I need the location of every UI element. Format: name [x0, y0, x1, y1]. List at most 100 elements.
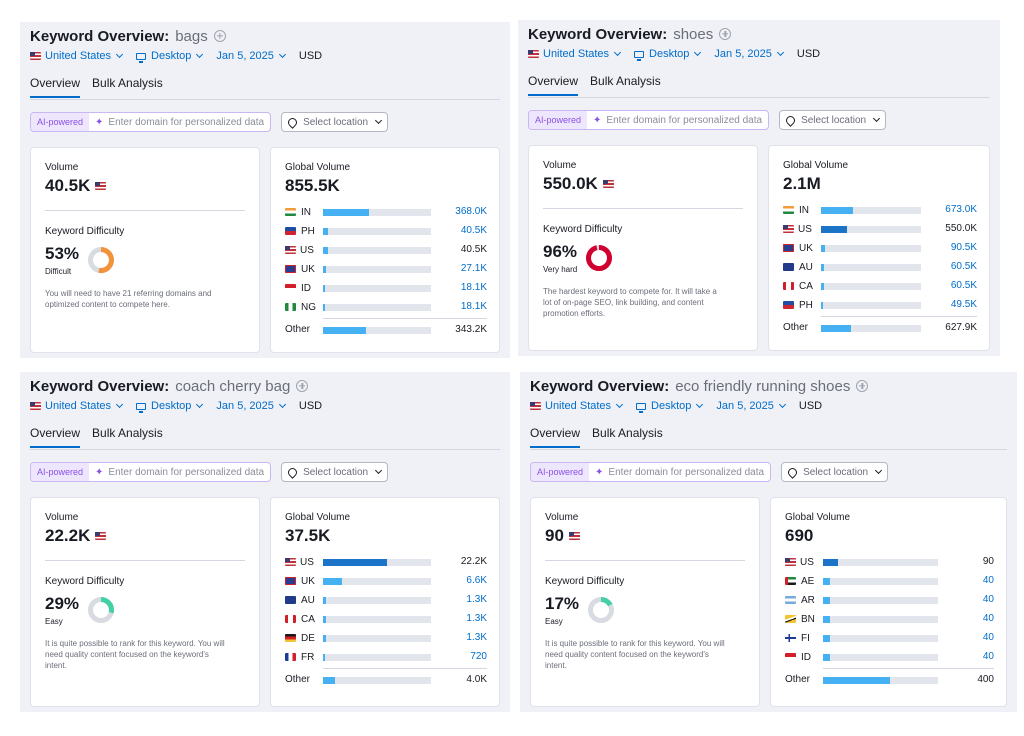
tab-overview[interactable]: Overview: [530, 426, 581, 448]
tab-bulk-analysis[interactable]: Bulk Analysis: [592, 426, 663, 440]
ae-flag-icon: [785, 577, 796, 585]
country-volume[interactable]: 90.5K: [950, 242, 977, 253]
country-volume[interactable]: 1.3K: [466, 632, 487, 643]
location-select[interactable]: Select location: [779, 110, 887, 130]
country-volume[interactable]: 6.6K: [466, 575, 487, 586]
country-row[interactable]: CA: [783, 280, 977, 292]
kd-level: Very hard: [543, 265, 578, 274]
domain-input[interactable]: Enter domain for personalized data: [606, 114, 763, 126]
domain-input-box[interactable]: AI-powered ✦ Enter domain for personalized…: [30, 462, 272, 482]
domain-input[interactable]: Enter domain for personalized data: [108, 466, 265, 478]
country-row[interactable]: IN: [285, 206, 487, 218]
tab-bulk-analysis[interactable]: Bulk Analysis: [92, 76, 163, 90]
country-row[interactable]: NG: [285, 301, 487, 313]
country-row[interactable]: AE: [785, 575, 994, 587]
device-dropdown[interactable]: Desktop: [636, 400, 704, 413]
country-volume[interactable]: 18.1K: [460, 301, 487, 312]
tab-overview[interactable]: Overview: [30, 76, 81, 98]
country-row[interactable]: UK: [285, 575, 487, 587]
country-row[interactable]: US: [285, 244, 487, 256]
device-dropdown[interactable]: Desktop: [136, 50, 204, 63]
domain-input-box[interactable]: AI-powered ✦ Enter domain for personalized…: [528, 110, 770, 130]
country-dropdown[interactable]: United States: [30, 50, 124, 62]
country-volume[interactable]: 49.5K: [950, 299, 977, 310]
country-row[interactable]: ID: [785, 651, 994, 663]
global-volume-value: 690: [785, 526, 813, 546]
share-bar-fill: [823, 635, 830, 642]
add-keyword-icon[interactable]: [856, 380, 869, 392]
country-volume[interactable]: 60.5K: [950, 261, 977, 272]
country-row[interactable]: US: [783, 223, 977, 235]
country-row[interactable]: AU: [783, 261, 977, 273]
domain-input-box[interactable]: AI-powered ✦ Enter domain for personalized…: [30, 112, 272, 132]
add-keyword-icon[interactable]: [296, 380, 309, 392]
kd-level: Easy: [45, 617, 63, 626]
share-bar-fill: [823, 578, 830, 585]
domain-input[interactable]: Enter domain for personalized data: [608, 466, 765, 478]
country-row[interactable]: DE: [285, 632, 487, 644]
domain-input[interactable]: Enter domain for personalized data: [108, 116, 265, 128]
country-volume[interactable]: 1.3K: [466, 613, 487, 624]
country-volume[interactable]: 27.1K: [460, 263, 487, 274]
country-volume[interactable]: 40: [982, 594, 994, 605]
country-row[interactable]: AU: [285, 594, 487, 606]
sparkle-icon: ✦: [95, 116, 104, 128]
country-row[interactable]: IN: [783, 204, 977, 216]
country-volume[interactable]: 40: [982, 632, 994, 643]
date-dropdown[interactable]: Jan 5, 2025: [716, 400, 786, 412]
country-row[interactable]: PH: [783, 299, 977, 311]
tab-bar: Overview Bulk Analysis: [528, 74, 673, 96]
country-row[interactable]: BN: [785, 613, 994, 625]
date-dropdown[interactable]: Jan 5, 2025: [216, 50, 286, 62]
location-select[interactable]: Select location: [281, 462, 389, 482]
chevron-down-icon: [196, 400, 204, 409]
country-volume[interactable]: 368.0K: [455, 206, 487, 217]
kd-hint-line: It is quite possible to rank for this ke…: [45, 639, 225, 648]
country-row[interactable]: US: [285, 556, 487, 568]
country-volume[interactable]: 40: [982, 651, 994, 662]
add-keyword-icon[interactable]: [719, 28, 732, 40]
country-volume[interactable]: 60.5K: [950, 280, 977, 291]
country-volume[interactable]: 40.5K: [460, 225, 487, 236]
date-dropdown[interactable]: Jan 5, 2025: [714, 48, 784, 60]
country-code: IN: [799, 204, 809, 216]
location-select[interactable]: Select location: [281, 112, 389, 132]
domain-input-box[interactable]: AI-powered ✦ Enter domain for personalized…: [530, 462, 772, 482]
country-row[interactable]: UK: [783, 242, 977, 254]
chevron-down-icon: [694, 48, 702, 57]
country-code: PH: [799, 299, 813, 311]
country-row[interactable]: FI: [785, 632, 994, 644]
device-dropdown[interactable]: Desktop: [136, 400, 204, 413]
ai-toolbar: AI-powered ✦ Enter domain for personalized…: [30, 112, 389, 132]
date-dropdown[interactable]: Jan 5, 2025: [216, 400, 286, 412]
date-label: Jan 5, 2025: [216, 50, 274, 62]
country-dropdown[interactable]: United States: [528, 48, 622, 60]
country-row[interactable]: UK: [285, 263, 487, 275]
country-row[interactable]: AR: [785, 594, 994, 606]
country-row[interactable]: US: [785, 556, 994, 568]
country-row[interactable]: FR: [285, 651, 487, 663]
country-row[interactable]: PH: [285, 225, 487, 237]
ph-flag-icon: [783, 301, 794, 309]
tab-overview[interactable]: Overview: [30, 426, 81, 448]
us-flag-icon: [95, 532, 107, 540]
country-volume[interactable]: 1.3K: [466, 594, 487, 605]
country-volume[interactable]: 40: [982, 575, 994, 586]
country-volume[interactable]: 720: [470, 651, 487, 662]
country-row[interactable]: CA: [285, 613, 487, 625]
tab-bulk-analysis[interactable]: Bulk Analysis: [92, 426, 163, 440]
country-volume[interactable]: 18.1K: [460, 282, 487, 293]
country-dropdown[interactable]: United States: [530, 400, 624, 412]
country-volume[interactable]: 40: [982, 613, 994, 624]
country-row[interactable]: ID: [285, 282, 487, 294]
add-keyword-icon[interactable]: [213, 30, 226, 42]
country-dropdown[interactable]: United States: [30, 400, 124, 412]
tab-bulk-analysis[interactable]: Bulk Analysis: [590, 74, 661, 88]
volume-number: 40.5K: [45, 176, 91, 195]
device-dropdown[interactable]: Desktop: [634, 48, 702, 61]
country-code: AR: [801, 594, 815, 606]
location-select[interactable]: Select location: [781, 462, 889, 482]
country-code: US: [300, 556, 314, 568]
tab-overview[interactable]: Overview: [528, 74, 579, 96]
country-volume[interactable]: 673.0K: [945, 204, 977, 215]
